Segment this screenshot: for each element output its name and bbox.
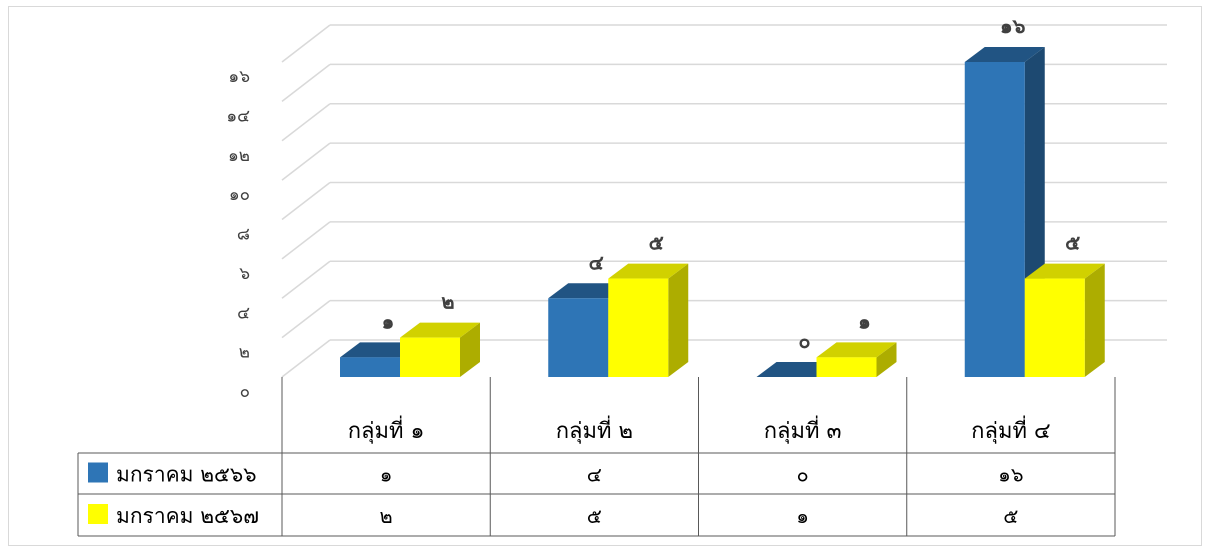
legend-swatch: [88, 504, 108, 524]
y-tick-label: ๑๐: [229, 185, 250, 205]
bar-side: [1084, 263, 1105, 377]
data-label-1-4: ๑๖: [1000, 14, 1026, 38]
bar-top: [964, 47, 1045, 62]
chart-frame: [8, 6, 1202, 546]
table-cell: ๕: [587, 504, 602, 528]
side-gridline: [281, 300, 331, 339]
bar-top: [1024, 263, 1105, 279]
bar-top: [400, 322, 480, 338]
category-label: กลุ่มที่ ๔: [971, 415, 1050, 444]
y-tick-label: ๒: [239, 343, 250, 363]
table-cell: ๑: [796, 504, 809, 528]
y-tick-label: ๖: [239, 264, 250, 284]
bars: [340, 47, 1105, 377]
bar-top: [608, 263, 689, 279]
bar-front: [1024, 278, 1085, 377]
table-cell: ๐: [797, 463, 809, 487]
side-gridline: [281, 181, 331, 221]
y-tick-label: ๔: [237, 303, 250, 323]
data-labels: ๑ ๒ ๔ ๕๐ ๑ ๑๖๕: [382, 14, 1081, 353]
y-tick-label: ๑๔: [226, 106, 250, 126]
side-gridline: [281, 260, 331, 299]
side-gridline: [281, 221, 331, 260]
bar-2-1: [400, 322, 480, 377]
side-gridline: [281, 339, 331, 378]
y-tick-label: ๘: [237, 225, 250, 245]
table-cell: ๑๖: [998, 463, 1023, 487]
bar-2-3: [816, 342, 897, 377]
bar-front: [816, 357, 877, 377]
data-label-1-3: ๐: [798, 329, 810, 353]
legend-swatch: [88, 462, 108, 483]
table-cell: ๔: [587, 463, 602, 487]
y-axis-ticks: ๐ ๒ ๔ ๖ ๘ ๑๐ ๑๒ ๑๔ ๑๖: [226, 67, 250, 402]
data-label-1-1: ๑: [382, 309, 395, 333]
y-tick-label: ๑๖: [228, 67, 250, 87]
y-tick-label: ๑๒: [228, 146, 250, 166]
y-tick-label: ๐: [240, 382, 250, 402]
data-label-2-4: ๕: [1065, 231, 1080, 255]
category-label: กลุ่มที่ ๑: [348, 415, 425, 444]
bar-front: [608, 278, 669, 377]
table-cell: ๑: [380, 463, 393, 487]
table-cell: ๒: [380, 504, 393, 528]
legend-label: มกราคม ๒๕๖๖: [116, 463, 257, 487]
legend-label: มกราคม ๒๕๖๗: [116, 504, 259, 528]
bar-side: [876, 342, 897, 377]
bar-side: [668, 263, 689, 377]
bar-top: [816, 342, 897, 358]
data-label-2-2: ๕: [649, 231, 664, 255]
category-label: กลุ่มที่ ๓: [764, 415, 842, 444]
side-gridline: [281, 63, 331, 102]
data-label-2-3: ๑: [858, 309, 871, 333]
bar-2-4: [1024, 263, 1105, 377]
side-gridline: [281, 142, 331, 181]
bar-front: [400, 337, 460, 377]
bar-front: [340, 357, 400, 377]
bar-front: [548, 298, 609, 377]
side-gridline: [281, 103, 331, 142]
bar-front: [964, 62, 1025, 377]
data-label-2-1: ๒: [441, 290, 454, 314]
data-table: กลุ่มที่ ๑ กลุ่มที่ ๒ กลุ่มที่ ๓ กลุ่มที่ ๔…: [77, 377, 1116, 537]
table-cell: ๕: [1003, 504, 1018, 528]
data-label-1-2: ๔: [589, 250, 604, 274]
side-gridline: [281, 24, 331, 63]
bar-2-2: [608, 263, 689, 377]
category-label: กลุ่มที่ ๒: [556, 415, 633, 444]
bar-side: [460, 322, 480, 377]
